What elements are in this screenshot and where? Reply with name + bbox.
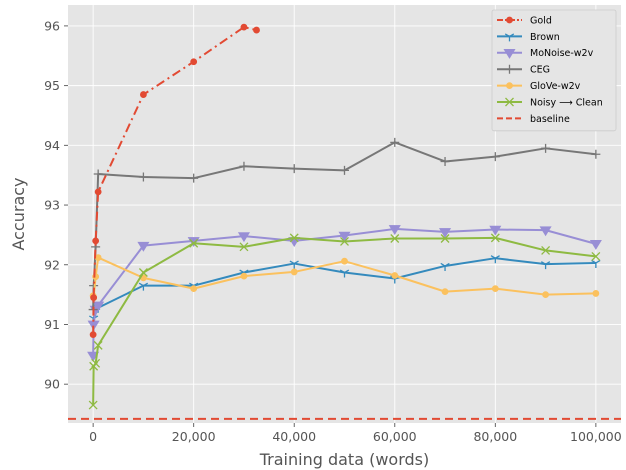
- data-point-ceg: [138, 172, 148, 182]
- x-tick-label: 20,000: [172, 429, 216, 444]
- series-monoise-w2v: [87, 225, 602, 362]
- data-point-glove-w2v: [290, 268, 298, 276]
- legend-label-monoise-w2v: MoNoise-w2v: [530, 48, 594, 59]
- data-point-monoise-w2v: [388, 225, 401, 236]
- legend-label-brown: Brown: [530, 32, 560, 43]
- data-point-noisy-clean: [91, 358, 101, 368]
- y-tick-label: 91: [44, 317, 60, 332]
- grid: [68, 5, 621, 423]
- data-point-gold: [253, 26, 260, 34]
- data-point-ceg: [490, 152, 500, 162]
- data-point-glove-w2v: [592, 290, 600, 297]
- legend-label-noisy-clean: Noisy ⟶ Clean: [530, 97, 603, 108]
- data-point-ceg: [591, 149, 601, 159]
- y-tick-label: 95: [44, 78, 60, 93]
- data-point-glove-w2v: [341, 257, 348, 265]
- data-point-ceg: [390, 137, 400, 147]
- legend-label-gold: Gold: [530, 15, 552, 26]
- data-point-noisy-clean: [440, 234, 450, 243]
- x-tick-label: 100,000: [570, 429, 622, 444]
- data-point-ceg: [340, 165, 349, 175]
- data-point-noisy-clean: [541, 245, 551, 255]
- x-tick-label: 80,000: [473, 429, 517, 444]
- data-point-glove-w2v: [190, 285, 198, 293]
- data-point-brown: [540, 261, 551, 270]
- axis-layer: 0 20,000 40,000 60,000 80,000 100,000 90 91 92 93…: [44, 18, 622, 444]
- data-point-ceg: [289, 164, 299, 174]
- data-point-ceg: [189, 173, 199, 183]
- data-point-glove-w2v: [491, 285, 499, 293]
- legend-marker-glove-w2v: [506, 82, 513, 89]
- legend-marker-gold: [506, 16, 513, 24]
- data-point-brown: [591, 259, 601, 268]
- data-point-noisy-clean: [138, 268, 148, 277]
- x-tick-label: 0: [89, 429, 97, 444]
- y-tick-label: 90: [44, 377, 60, 392]
- legend: Gold Brown MoNoise-w2v CEG GloVe-w2v Noisy ⟶ …: [491, 9, 617, 132]
- data-point-monoise-w2v: [338, 231, 351, 242]
- legend-label-ceg: CEG: [530, 65, 550, 76]
- data-point-monoise-w2v: [92, 301, 105, 312]
- legend-label-glove-w2v: GloVe-w2v: [530, 81, 581, 92]
- y-tick-label: 92: [44, 257, 60, 272]
- x-axis-label: Training data (words): [259, 450, 430, 469]
- data-point-gold: [92, 237, 100, 245]
- x-tick-label: 40,000: [272, 429, 316, 444]
- data-point-noisy-clean: [189, 238, 199, 248]
- legend-marker-monoise-w2v: [503, 48, 516, 59]
- data-point-monoise-w2v: [237, 232, 250, 243]
- y-axis-label: Accuracy: [9, 177, 28, 250]
- data-point-gold: [89, 331, 97, 339]
- data-point-glove-w2v: [240, 272, 248, 280]
- series-layer: [87, 23, 602, 410]
- data-point-noisy-clean: [490, 233, 500, 243]
- legend-marker-brown: [504, 33, 515, 42]
- data-point-glove-w2v: [441, 288, 449, 296]
- series-line-gold: [92, 26, 257, 335]
- data-point-monoise-w2v: [589, 240, 602, 250]
- data-point-noisy-clean: [289, 233, 299, 243]
- data-point-monoise-w2v: [489, 225, 502, 236]
- data-point-gold: [240, 23, 248, 31]
- data-point-glove-w2v: [542, 291, 549, 299]
- legend-marker-ceg: [505, 64, 514, 74]
- data-point-monoise-w2v: [439, 228, 452, 238]
- data-point-brown: [339, 269, 350, 278]
- series-gold: [89, 23, 260, 339]
- y-tick-label: 96: [44, 18, 60, 33]
- data-point-monoise-w2v: [137, 241, 150, 252]
- legend-marker-noisy-clean: [505, 97, 514, 107]
- data-point-monoise-w2v: [539, 226, 552, 237]
- series-line-noisy-clean: [92, 236, 596, 406]
- y-tick-label: 93: [44, 198, 60, 213]
- data-point-noisy-clean: [239, 242, 249, 252]
- data-point-brown: [490, 255, 500, 264]
- data-point-glove-w2v: [391, 272, 399, 279]
- data-point-gold: [140, 91, 147, 98]
- data-point-noisy-clean: [93, 340, 103, 350]
- y-tick-label: 94: [44, 138, 60, 153]
- series-noisy-clean: [88, 233, 601, 410]
- data-point-brown: [138, 282, 149, 291]
- data-point-ceg: [239, 161, 249, 171]
- legend-box: [491, 9, 617, 132]
- data-point-ceg: [440, 156, 450, 166]
- data-point-brown: [289, 260, 299, 269]
- data-point-noisy-clean: [390, 234, 400, 243]
- data-point-brown: [440, 262, 450, 271]
- data-point-gold: [94, 188, 102, 196]
- legend-label-baseline: baseline: [530, 114, 570, 125]
- x-tick-label: 60,000: [373, 429, 417, 444]
- data-point-gold: [190, 58, 198, 66]
- data-point-noisy-clean: [88, 400, 98, 410]
- data-point-gold: [90, 294, 98, 302]
- data-point-noisy-clean: [340, 237, 349, 246]
- data-point-noisy-clean: [591, 251, 601, 261]
- data-point-ceg: [541, 143, 551, 153]
- data-point-ceg: [93, 169, 103, 179]
